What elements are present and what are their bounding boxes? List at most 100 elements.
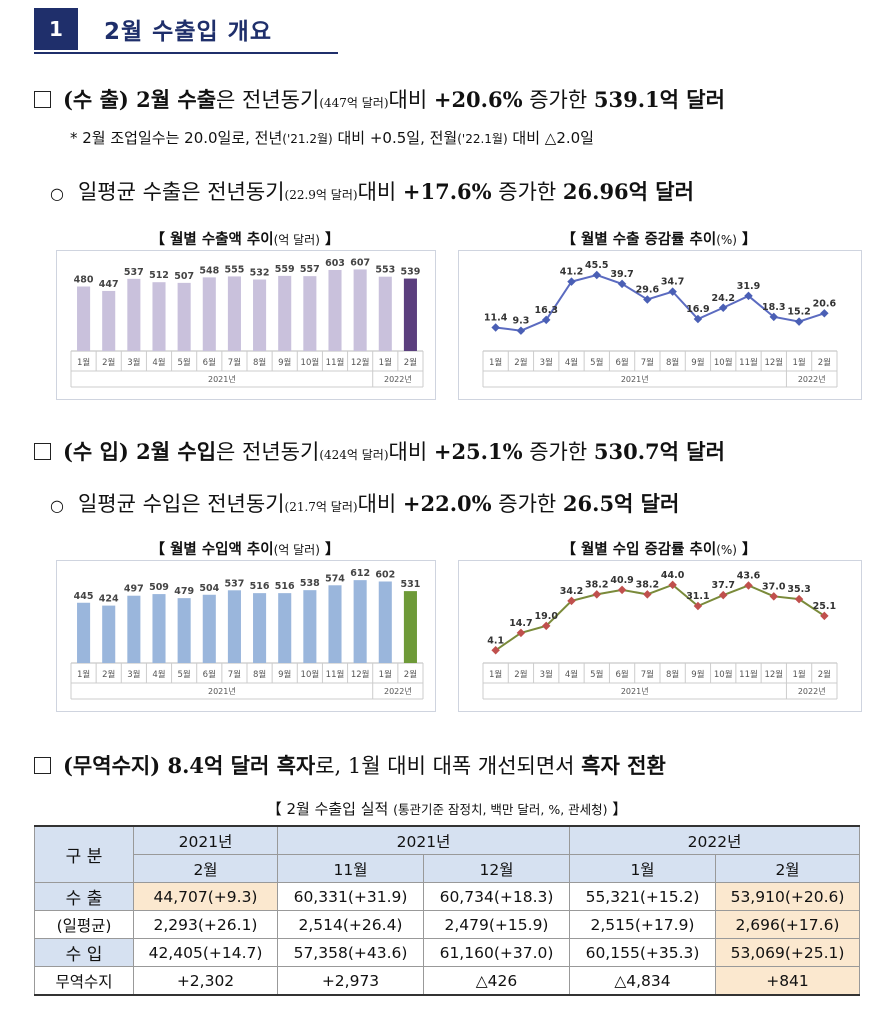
bar bbox=[152, 594, 166, 663]
x-tick-label: 2월 bbox=[404, 357, 417, 368]
section-underline bbox=[34, 52, 338, 54]
table-corner: 구 분 bbox=[34, 825, 134, 883]
data-point bbox=[516, 628, 526, 638]
x-tick-label: 2월 bbox=[514, 357, 527, 368]
table-month-row: 2월 11월 12월 1월 2월 bbox=[35, 854, 860, 883]
bar bbox=[403, 591, 417, 663]
x-tick-label: 5월 bbox=[178, 669, 191, 680]
row-label: 수 입 bbox=[34, 938, 134, 967]
x-tick-label: 3월 bbox=[127, 357, 140, 368]
data-label: 40.9 bbox=[610, 575, 633, 586]
trade-balance-summary: (무역수지) 8.4억 달러 흑자로, 1월 대비 대폭 개선되면서 흑자 전환 bbox=[34, 750, 666, 780]
x-tick-label: 11월 bbox=[326, 357, 345, 368]
x-tick-label: 1월 bbox=[489, 357, 502, 368]
bar bbox=[127, 278, 141, 351]
working-days-note: * 2월 조업일수는 20.0일로, 전년('21.2월) 대비 +0.5일, … bbox=[70, 129, 594, 147]
table-cell: 60,155(+35.3) bbox=[569, 938, 716, 967]
x-tick-label: 2월 bbox=[404, 669, 417, 680]
data-label: 35.3 bbox=[787, 584, 810, 595]
data-point bbox=[794, 317, 804, 326]
data-label: 497 bbox=[124, 584, 144, 595]
year-group-label: 2022년 bbox=[384, 374, 412, 384]
x-tick-label: 2월 bbox=[102, 357, 115, 368]
bar bbox=[227, 590, 241, 663]
bar bbox=[102, 605, 116, 663]
table-cell: 42,405(+14.7) bbox=[133, 938, 278, 967]
data-label: 31.1 bbox=[686, 591, 709, 602]
bar bbox=[77, 602, 91, 663]
bar bbox=[403, 278, 417, 351]
data-label: 603 bbox=[325, 258, 345, 269]
data-point bbox=[693, 314, 703, 324]
bar bbox=[127, 595, 141, 663]
data-label: 37.7 bbox=[711, 580, 734, 591]
data-label: 555 bbox=[225, 264, 245, 275]
data-point bbox=[592, 270, 602, 280]
table-cell: 2,479(+15.9) bbox=[423, 910, 570, 939]
bar bbox=[227, 276, 241, 351]
data-label: 504 bbox=[199, 583, 219, 594]
x-tick-label: 10월 bbox=[301, 357, 320, 368]
data-label: 553 bbox=[375, 265, 395, 276]
import-amount-chart-title: 【 월별 수입액 추이(억 달러) 】 bbox=[150, 542, 340, 558]
data-point bbox=[718, 303, 728, 313]
data-label: 538 bbox=[300, 578, 320, 589]
data-label: 557 bbox=[300, 264, 320, 275]
export-summary: (수 출) 2월 수출은 전년동기(447억 달러)대비 +20.6% 증가한 … bbox=[34, 84, 725, 114]
x-tick-label: 1월 bbox=[379, 357, 392, 368]
data-label: 37.0 bbox=[762, 581, 786, 592]
table-cell: 60,734(+18.3) bbox=[423, 882, 570, 911]
data-point bbox=[668, 580, 677, 590]
data-label: 18.3 bbox=[762, 302, 785, 313]
month-header: 2월 bbox=[133, 854, 278, 883]
data-label: 38.2 bbox=[636, 579, 659, 590]
bar bbox=[102, 290, 116, 351]
month-header: 1월 bbox=[569, 854, 716, 883]
data-label: 15.2 bbox=[787, 307, 810, 318]
bar bbox=[253, 593, 267, 663]
x-tick-label: 12월 bbox=[351, 669, 370, 680]
x-tick-label: 4월 bbox=[152, 357, 165, 368]
row-label: 무역수지 bbox=[34, 966, 134, 996]
data-label: 531 bbox=[401, 579, 421, 590]
data-label: 532 bbox=[250, 268, 270, 279]
bar bbox=[328, 269, 342, 351]
table-row: 수 출 44,707(+9.3) 60,331(+31.9) 60,734(+1… bbox=[34, 882, 860, 911]
x-tick-label: 7월 bbox=[641, 669, 654, 680]
x-tick-label: 4월 bbox=[565, 357, 578, 368]
x-tick-label: 3월 bbox=[540, 669, 553, 680]
export-daily-summary: ○ 일평균 수출은 전년동기(22.9억 달러)대비 +17.6% 증가한 26.… bbox=[50, 179, 694, 204]
table-cell: +2,973 bbox=[277, 966, 424, 996]
data-label: 539 bbox=[401, 267, 421, 278]
x-tick-label: 12월 bbox=[351, 357, 370, 368]
data-label: 9.3 bbox=[513, 316, 530, 327]
bar bbox=[202, 594, 216, 663]
table-cell: 55,321(+15.2) bbox=[569, 882, 716, 911]
data-label: 574 bbox=[325, 573, 345, 584]
data-label: 25.1 bbox=[813, 601, 836, 612]
table-cell: 53,910(+20.6) bbox=[715, 882, 860, 911]
bar bbox=[177, 282, 191, 351]
data-label: 612 bbox=[350, 568, 370, 579]
bar bbox=[152, 282, 166, 351]
x-tick-label: 9월 bbox=[691, 669, 704, 680]
x-tick-label: 11월 bbox=[326, 669, 345, 680]
table-cell: 60,331(+31.9) bbox=[277, 882, 424, 911]
data-label: 509 bbox=[149, 582, 169, 593]
export-growth-chart-title: 【 월별 수출 증감률 추이(%) 】 bbox=[561, 232, 757, 248]
bar bbox=[278, 275, 292, 351]
import-growth-chart-title: 【 월별 수입 증감률 추이(%) 】 bbox=[561, 542, 757, 558]
data-label: 424 bbox=[99, 594, 119, 605]
data-label: 16.9 bbox=[686, 304, 709, 315]
x-tick-label: 1월 bbox=[77, 357, 90, 368]
data-label: 24.2 bbox=[711, 293, 734, 304]
data-label: 445 bbox=[74, 591, 94, 602]
x-tick-label: 8월 bbox=[666, 357, 679, 368]
table-cell: △4,834 bbox=[569, 966, 716, 996]
import-growth-chart-svg: 1월 2월 3월 4월 5월 6월 7월 8월 9월 10월 11월 12월 1월 2월 2021년 2022… bbox=[482, 570, 838, 700]
data-point bbox=[516, 326, 526, 335]
x-tick-label: 4월 bbox=[565, 669, 578, 680]
table-cell: +841 bbox=[715, 966, 860, 996]
data-label: 29.6 bbox=[636, 284, 660, 295]
data-point bbox=[744, 581, 753, 590]
